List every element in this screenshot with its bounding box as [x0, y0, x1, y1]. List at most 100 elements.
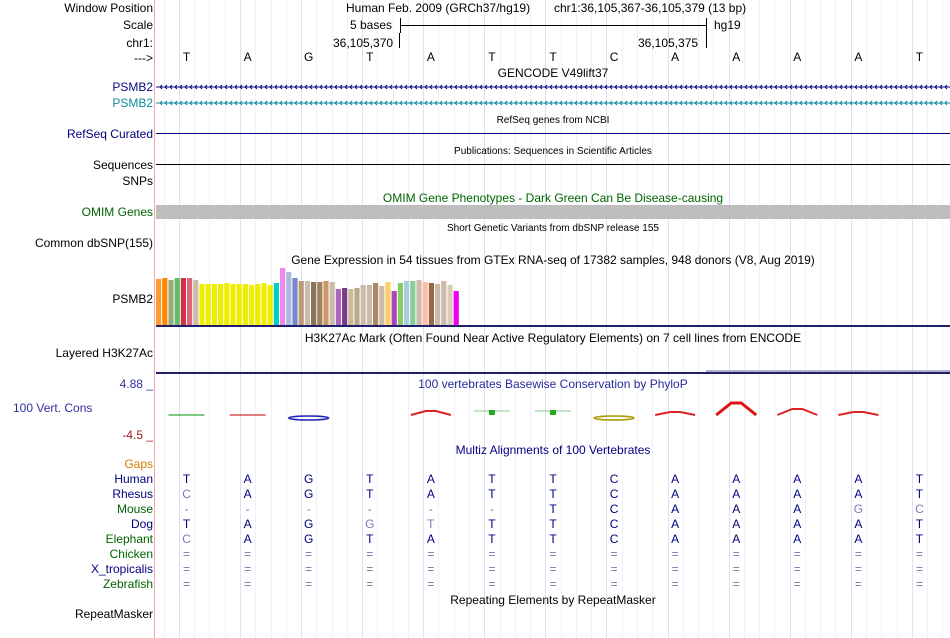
gencode-strand-arrow — [859, 100, 863, 106]
gencode-strand-arrow — [254, 84, 258, 90]
alignment-base: A — [854, 532, 863, 546]
coord-left-tick — [399, 33, 400, 48]
gencode-strand-arrow — [864, 84, 868, 90]
alignment-base: A — [243, 532, 252, 546]
alignment-base: = — [854, 577, 862, 591]
h3k27ac-title[interactable]: H3K27Ac Mark (Often Found Near Active Re… — [304, 331, 802, 345]
gencode-strand-arrow — [229, 84, 233, 90]
gencode-strand-arrow — [899, 84, 903, 90]
alignment-base: = — [244, 577, 252, 591]
gencode-strand-arrow — [244, 84, 248, 90]
species-label[interactable]: Mouse — [116, 502, 153, 516]
repeatmasker-label[interactable]: RepeatMasker — [74, 607, 153, 621]
omim-label[interactable]: OMIM Genes — [81, 205, 153, 219]
refseq-title[interactable]: RefSeq genes from NCBI — [496, 115, 610, 126]
cons-min-label: -4.5 _ — [122, 428, 153, 442]
gencode-strand-arrow — [434, 100, 438, 106]
multiz-title[interactable]: Multiz Alignments of 100 Vertebrates — [455, 443, 651, 457]
gencode-psmb2-label-1[interactable]: PSMB2 — [112, 80, 153, 94]
gencode-strand-arrow — [749, 84, 753, 90]
gencode-strand-arrow — [909, 84, 913, 90]
gencode-strand-arrow — [734, 84, 738, 90]
dbsnp-title[interactable]: Short Genetic Variants from dbSNP releas… — [447, 223, 659, 234]
gencode-strand-arrow — [779, 84, 783, 90]
gtex-label[interactable]: PSMB2 — [112, 292, 153, 306]
gencode-strand-arrow — [944, 100, 948, 106]
grid-line — [896, 0, 898, 638]
gencode-strand-arrow — [879, 84, 883, 90]
species-label[interactable]: X_tropicalis — [90, 562, 153, 576]
cons-wiggle[interactable] — [156, 396, 950, 426]
repeatmasker-title[interactable]: Repeating Elements by RepeatMasker — [450, 593, 656, 607]
grid-line — [316, 0, 318, 638]
species-label[interactable]: Zebrafish — [102, 577, 153, 591]
gencode-strand-arrow — [774, 100, 778, 106]
snps-label[interactable]: SNPs — [122, 174, 153, 188]
species-label[interactable]: Chicken — [109, 547, 153, 561]
gencode-strand-arrow — [734, 100, 738, 106]
gtex-tissue-bar — [224, 283, 230, 325]
publications-title[interactable]: Publications: Sequences in Scientific Ar… — [454, 146, 652, 157]
grid-line — [530, 0, 532, 638]
omim-gene-bar[interactable] — [156, 205, 950, 219]
alignment-base: = — [244, 562, 252, 576]
gtex-tissue-bar — [317, 282, 323, 325]
alignment-base: - — [184, 502, 189, 516]
gtex-tissue-bar — [205, 284, 211, 325]
gencode-strand-arrow — [239, 84, 243, 90]
dbsnp-label[interactable]: Common dbSNP(155) — [34, 236, 153, 250]
cons-mark — [838, 411, 879, 416]
gtex-title[interactable]: Gene Expression in 54 tissues from GTEx … — [291, 253, 815, 267]
alignment-base: T — [488, 472, 496, 486]
cons-label[interactable]: 100 Vert. Cons — [13, 401, 93, 415]
gtex-bar-chart[interactable] — [156, 266, 950, 328]
gencode-strand-arrow — [704, 100, 708, 106]
publications-line[interactable] — [156, 164, 950, 165]
window-position-label[interactable]: Window Position — [64, 1, 153, 15]
gencode-title[interactable]: GENCODE V49lift37 — [497, 66, 609, 80]
alignment-base: C — [609, 472, 619, 486]
chrom-label[interactable]: chr1: — [126, 36, 153, 50]
refseq-label[interactable]: RefSeq Curated — [66, 127, 153, 141]
grid-line — [743, 0, 745, 638]
omim-title[interactable]: OMIM Gene Phenotypes - Dark Green Can Be… — [382, 191, 724, 205]
gencode-gene-lines[interactable] — [156, 82, 950, 108]
grid-line — [636, 0, 638, 638]
position-text: chr1:36,105,367-36,105,379 (13 bp) — [554, 1, 747, 15]
scale-label[interactable]: Scale — [122, 18, 153, 32]
species-label[interactable]: Dog — [130, 517, 153, 531]
gencode-strand-arrow — [884, 84, 888, 90]
gencode-strand-arrow — [444, 100, 448, 106]
gencode-strand-arrow — [209, 84, 213, 90]
gaps-label[interactable]: Gaps — [124, 457, 153, 471]
gencode-strand-arrow — [159, 100, 163, 106]
alignment-base: T — [549, 502, 557, 516]
gencode-psmb2-label-2[interactable]: PSMB2 — [112, 96, 153, 110]
coord-right: 36,105,375 — [638, 36, 699, 50]
alignment-base: T — [182, 517, 191, 531]
refseq-gene-line[interactable] — [156, 133, 950, 134]
sequences-label[interactable]: Sequences — [92, 158, 153, 172]
gencode-strand-arrow — [384, 100, 388, 106]
gencode-strand-arrow — [554, 100, 558, 106]
gencode-strand-arrow — [829, 100, 833, 106]
base-letter: A — [426, 50, 435, 64]
gencode-strand-arrow — [434, 84, 438, 90]
alignment-base: = — [915, 562, 923, 576]
gencode-strand-arrow — [259, 84, 263, 90]
gencode-strand-arrow — [319, 100, 323, 106]
grid-line — [850, 0, 852, 638]
cons-title[interactable]: 100 vertebrates Basewise Conservation by… — [418, 377, 688, 391]
species-label[interactable]: Rhesus — [112, 487, 153, 501]
h3k27ac-label[interactable]: Layered H3K27Ac — [55, 346, 153, 360]
gtex-tissue-bar — [329, 282, 335, 325]
gtex-tissue-bar — [280, 268, 286, 325]
gencode-strand-arrow — [394, 100, 398, 106]
gtex-tissue-bar — [236, 284, 242, 325]
alignment-base: A — [426, 472, 435, 486]
species-label[interactable]: Human — [114, 472, 153, 486]
alignment-base: T — [182, 472, 191, 486]
gtex-tissue-bar — [323, 281, 329, 325]
gencode-strand-arrow — [514, 100, 518, 106]
species-label[interactable]: Elephant — [105, 532, 153, 546]
